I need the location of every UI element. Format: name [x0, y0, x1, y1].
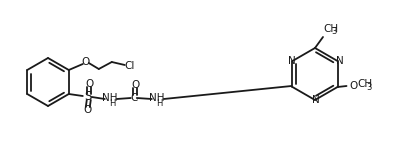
Text: NH: NH [149, 93, 164, 103]
Text: CH: CH [323, 24, 338, 34]
Text: O: O [132, 80, 140, 90]
Text: 3: 3 [366, 82, 371, 92]
Text: NH: NH [102, 93, 117, 103]
Text: Cl: Cl [124, 61, 135, 71]
Text: N: N [312, 95, 320, 105]
Text: C: C [130, 93, 137, 103]
Text: S: S [84, 91, 91, 104]
Text: N: N [288, 56, 295, 66]
Text: H: H [110, 99, 116, 109]
Text: O: O [82, 57, 90, 67]
Text: H: H [156, 99, 163, 109]
Text: 3: 3 [331, 28, 337, 36]
Text: O: O [349, 81, 358, 91]
Text: N: N [336, 56, 343, 66]
Text: O: O [85, 79, 94, 89]
Text: CH: CH [357, 79, 373, 89]
Text: O: O [84, 105, 92, 115]
